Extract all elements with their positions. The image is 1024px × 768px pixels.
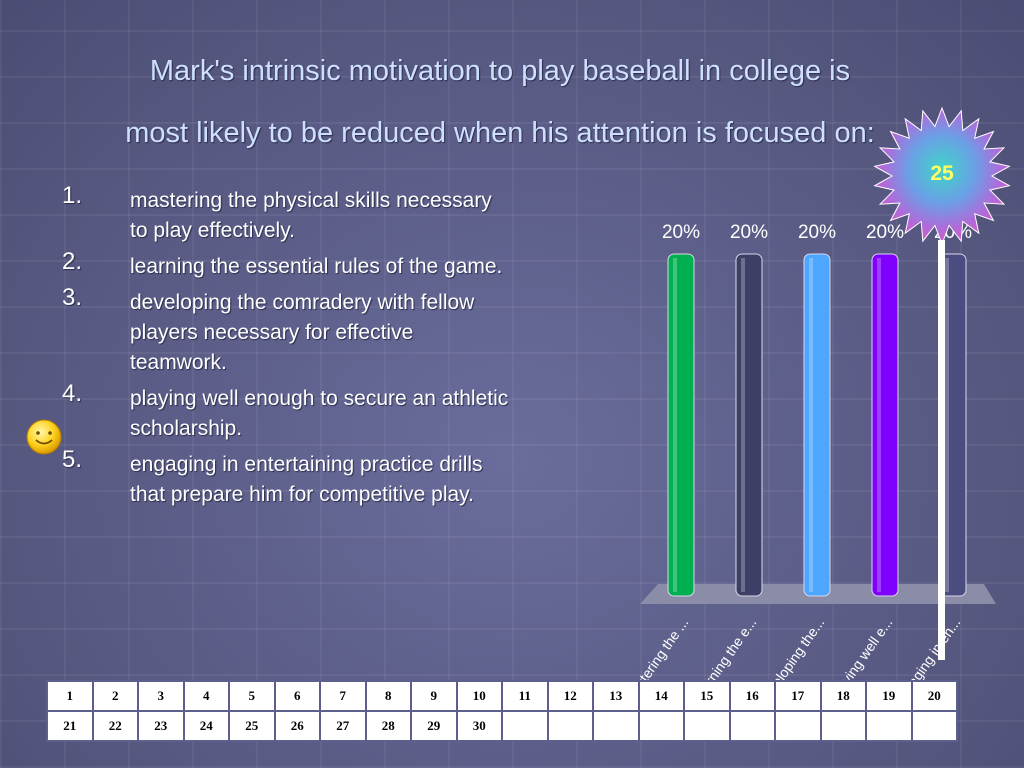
category-label: mastering the ... bbox=[636, 615, 691, 680]
answer-item[interactable]: 5. engaging in entertaining practice dri… bbox=[50, 446, 510, 510]
value-labels-group: 20% 20% 20% 20% 20% bbox=[662, 222, 972, 243]
category-label: playing well e... bbox=[827, 615, 895, 680]
question-title: Mark's intrinsic motivation to play base… bbox=[40, 40, 960, 164]
category-label: learning the e... bbox=[691, 615, 759, 680]
grid-row: 21 22 23 24 25 26 27 28 29 30 bbox=[46, 710, 958, 742]
timer-pointer bbox=[938, 240, 945, 660]
response-grid: 1 2 3 4 5 6 7 8 9 10 11 12 13 14 15 16 17 18 19 20 21 22 23 24 2… bbox=[46, 680, 958, 742]
grid-cell: 8 bbox=[364, 680, 412, 712]
answer-number: 4. bbox=[62, 380, 83, 407]
bar-4 bbox=[871, 253, 899, 597]
grid-cell bbox=[910, 710, 958, 742]
bar-2 bbox=[735, 253, 763, 597]
question-line-2: most likely to be reduced when his atten… bbox=[125, 117, 875, 149]
bar-highlight bbox=[877, 258, 881, 592]
value-label: 20% bbox=[798, 222, 836, 243]
grid-cell bbox=[865, 710, 913, 742]
grid-cell bbox=[683, 710, 731, 742]
grid-cell: 5 bbox=[228, 680, 276, 712]
grid-cell: 24 bbox=[182, 710, 230, 742]
smiley-icon bbox=[26, 419, 62, 455]
grid-cell: 25 bbox=[228, 710, 276, 742]
grid-cell bbox=[501, 710, 549, 742]
grid-cell: 3 bbox=[137, 680, 185, 712]
grid-cell: 27 bbox=[319, 710, 367, 742]
timer-value: 25 bbox=[930, 162, 954, 185]
grid-cell: 19 bbox=[865, 680, 913, 712]
grid-cell: 13 bbox=[592, 680, 640, 712]
grid-cell: 22 bbox=[91, 710, 139, 742]
grid-cell bbox=[728, 710, 776, 742]
category-label: developing the... bbox=[755, 615, 827, 680]
grid-cell: 17 bbox=[774, 680, 822, 712]
answer-item[interactable]: 2. learning the essential rules of the g… bbox=[50, 248, 510, 282]
answer-number: 2. bbox=[62, 248, 83, 275]
bar-highlight bbox=[673, 258, 677, 592]
grid-cell: 4 bbox=[182, 680, 230, 712]
grid-cell: 2 bbox=[91, 680, 139, 712]
grid-cell: 28 bbox=[364, 710, 412, 742]
value-label: 20% bbox=[730, 222, 768, 243]
response-chart: 20% 20% 20% 20% 20% mastering the ... learnin… bbox=[636, 222, 996, 680]
value-label: 20% bbox=[866, 222, 904, 243]
bars-group bbox=[667, 253, 967, 597]
answer-list: 1. mastering the physical skills necessa… bbox=[50, 182, 510, 516]
grid-cell: 1 bbox=[46, 680, 94, 712]
answer-text: developing the comradery with fellow pla… bbox=[130, 291, 475, 374]
answer-item[interactable]: 3. developing the comradery with fellow … bbox=[50, 284, 510, 378]
grid-cell: 21 bbox=[46, 710, 94, 742]
grid-cell: 6 bbox=[273, 680, 321, 712]
answer-item[interactable]: 4. playing well enough to secure an athl… bbox=[50, 380, 510, 444]
grid-cell: 26 bbox=[273, 710, 321, 742]
bar-3 bbox=[803, 253, 831, 597]
answer-text: playing well enough to secure an athleti… bbox=[130, 387, 509, 440]
category-label: engaging in en... bbox=[891, 615, 963, 680]
answer-text: mastering the physical skills necessary … bbox=[130, 189, 492, 242]
bar-highlight bbox=[741, 258, 745, 592]
grid-row: 1 2 3 4 5 6 7 8 9 10 11 12 13 14 15 16 17 18 19 20 bbox=[46, 680, 958, 712]
answer-number: 1. bbox=[62, 182, 83, 209]
grid-cell: 14 bbox=[637, 680, 685, 712]
grid-cell: 18 bbox=[819, 680, 867, 712]
grid-cell: 23 bbox=[137, 710, 185, 742]
value-label: 20% bbox=[662, 222, 700, 243]
answer-text: engaging in entertaining practice drills… bbox=[130, 453, 483, 506]
grid-cell: 7 bbox=[319, 680, 367, 712]
grid-cell bbox=[546, 710, 594, 742]
grid-cell: 20 bbox=[910, 680, 958, 712]
grid-cell: 29 bbox=[410, 710, 458, 742]
bar-1 bbox=[667, 253, 695, 597]
grid-cell: 16 bbox=[728, 680, 776, 712]
grid-cell: 10 bbox=[455, 680, 503, 712]
category-labels-group: mastering the ... learning the e...develo… bbox=[636, 615, 963, 680]
grid-cell: 30 bbox=[455, 710, 503, 742]
grid-cell bbox=[637, 710, 685, 742]
question-line-1: Mark's intrinsic motivation to play base… bbox=[149, 55, 851, 87]
answer-text: learning the essential rules of the game… bbox=[130, 255, 503, 278]
bar-highlight bbox=[945, 258, 949, 592]
grid-cell bbox=[819, 710, 867, 742]
answer-number: 5. bbox=[62, 446, 83, 473]
grid-cell: 15 bbox=[683, 680, 731, 712]
grid-cell: 12 bbox=[546, 680, 594, 712]
grid-cell bbox=[774, 710, 822, 742]
answer-item[interactable]: 1. mastering the physical skills necessa… bbox=[50, 182, 510, 246]
countdown-timer: 25 bbox=[872, 106, 1012, 246]
grid-cell: 9 bbox=[410, 680, 458, 712]
bar-highlight bbox=[809, 258, 813, 592]
grid-cell: 11 bbox=[501, 680, 549, 712]
grid-cell bbox=[592, 710, 640, 742]
answer-number: 3. bbox=[62, 284, 83, 311]
